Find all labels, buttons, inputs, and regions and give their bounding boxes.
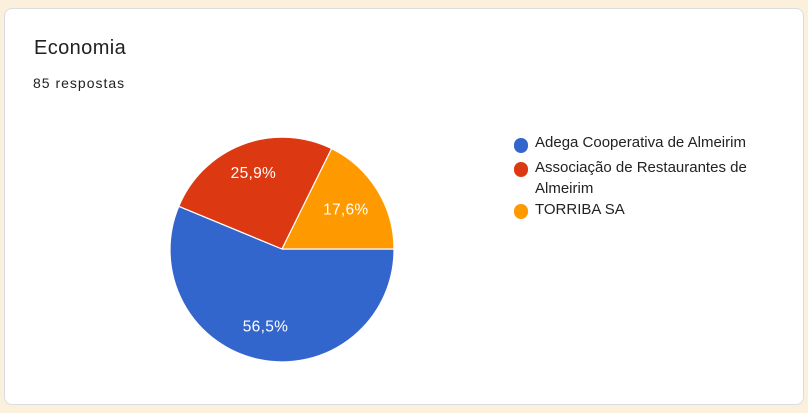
- svg-text:17,6%: 17,6%: [323, 201, 368, 218]
- svg-text:56,5%: 56,5%: [243, 318, 288, 335]
- svg-text:25,9%: 25,9%: [231, 165, 276, 182]
